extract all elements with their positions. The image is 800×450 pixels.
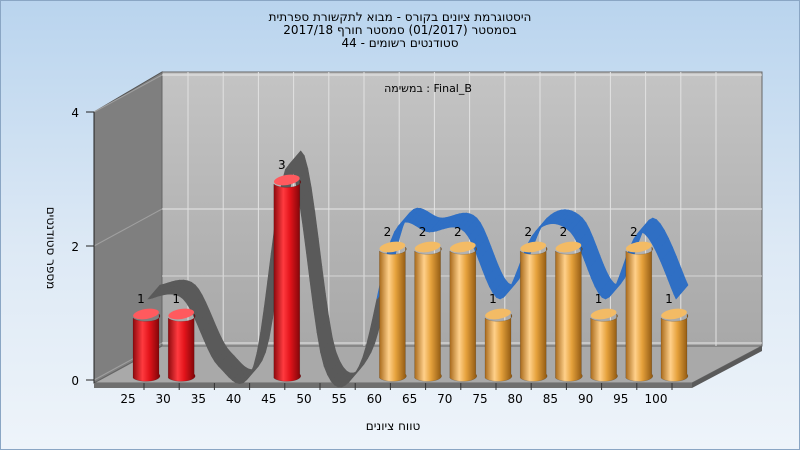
x-tick-label: 30 xyxy=(156,392,171,406)
bar-body xyxy=(484,313,513,382)
trend-ribbon-segment xyxy=(675,284,689,300)
x-tick-label: 95 xyxy=(613,392,628,406)
bar-top xyxy=(555,241,582,253)
bar: 3 xyxy=(273,158,302,382)
bar: 1 xyxy=(590,292,618,382)
trend-ribbon xyxy=(147,150,689,388)
bar-body xyxy=(132,313,161,382)
bar-body xyxy=(660,313,689,382)
x-tick-label: 75 xyxy=(472,392,487,406)
bar: 1 xyxy=(660,292,689,382)
bar: 2 xyxy=(414,225,442,382)
x-tick-label: 50 xyxy=(296,392,311,406)
bar: 2 xyxy=(625,225,654,382)
y-axis-label: מספר סטודנטים xyxy=(44,207,58,290)
bar-body xyxy=(449,246,478,382)
bar-value-label: 3 xyxy=(278,158,286,172)
bars-layer: 1 1 3 2 2 2 1 2 2 1 2 1 xyxy=(132,158,689,382)
bar: 1 xyxy=(484,292,513,382)
bar-body xyxy=(590,313,618,382)
bar-body xyxy=(414,246,442,382)
bar-top xyxy=(661,308,687,320)
bar-top xyxy=(414,241,441,253)
bar: 2 xyxy=(555,225,583,382)
x-tick-label: 65 xyxy=(402,392,417,406)
bar-value-label: 2 xyxy=(560,225,568,239)
bar-top xyxy=(168,308,195,320)
y-tick-label: 0 xyxy=(71,374,79,388)
bar-value-label: 1 xyxy=(137,292,145,306)
x-tick-label: 80 xyxy=(508,392,523,406)
bar-value-label: 2 xyxy=(419,225,427,239)
bar-value-label: 1 xyxy=(172,292,180,306)
bar: 2 xyxy=(379,225,407,382)
bar-top xyxy=(449,241,476,253)
x-tick-label: 55 xyxy=(332,392,347,406)
y-tick-label: 2 xyxy=(71,240,79,254)
x-tick-label: 70 xyxy=(437,392,452,406)
bar-value-label: 2 xyxy=(524,225,532,239)
bar-top xyxy=(379,241,406,253)
chart-title-line-2: בסמסטר (01/2017) סמסטר חורף 2017/18 xyxy=(283,23,517,37)
bar-body xyxy=(273,179,302,382)
x-tick-label: 60 xyxy=(367,392,382,406)
chart-right-edge xyxy=(692,346,762,388)
bar-body xyxy=(519,246,548,382)
bar-body xyxy=(625,246,654,382)
x-tick-label: 35 xyxy=(191,392,206,406)
y-tick-label: 4 xyxy=(71,106,79,120)
bar-top xyxy=(520,241,547,253)
bar: 1 xyxy=(132,292,161,382)
y-axis: 0 2 4 xyxy=(71,106,95,388)
x-tick-label: 40 xyxy=(226,392,241,406)
chart-title-line-1: היסטוגרמת ציונים בקורס - מבוא לתקשורת ספ… xyxy=(268,10,532,24)
chart-subtitle: Final_B : במשימה xyxy=(384,82,472,95)
bar-body xyxy=(379,246,407,382)
bar-body xyxy=(555,246,583,382)
x-axis-ticks: 25 30 35 40 45 50 55 60 65 70 75 80 85 90 95 100 xyxy=(120,383,673,406)
bar-body xyxy=(167,313,196,382)
bar-value-label: 1 xyxy=(489,292,497,306)
bar-top xyxy=(625,241,652,253)
chart-floor-edge xyxy=(94,383,692,388)
bar-value-label: 1 xyxy=(595,292,603,306)
bar-value-label: 2 xyxy=(630,225,638,239)
bar-value-label: 2 xyxy=(454,225,462,239)
x-tick-label: 25 xyxy=(120,392,135,406)
x-tick-label: 90 xyxy=(578,392,593,406)
bar: 2 xyxy=(449,225,478,382)
x-tick-label: 100 xyxy=(645,392,668,406)
bar: 1 xyxy=(167,292,196,382)
bar-value-label: 2 xyxy=(384,225,392,239)
chart-title-line-3: סטודנטים רשומים - 44 xyxy=(341,36,459,50)
bar: 2 xyxy=(519,225,548,382)
x-tick-label: 85 xyxy=(543,392,558,406)
grid-line-side xyxy=(93,74,163,113)
grid-line-side xyxy=(93,208,163,247)
bar-top xyxy=(590,308,617,320)
bar-value-label: 1 xyxy=(665,292,673,306)
bar-top xyxy=(485,308,511,320)
bar-top xyxy=(273,174,300,186)
x-tick-label: 45 xyxy=(261,392,276,406)
x-axis-label: טווח ציונים xyxy=(366,419,421,433)
bar-top xyxy=(133,308,159,320)
